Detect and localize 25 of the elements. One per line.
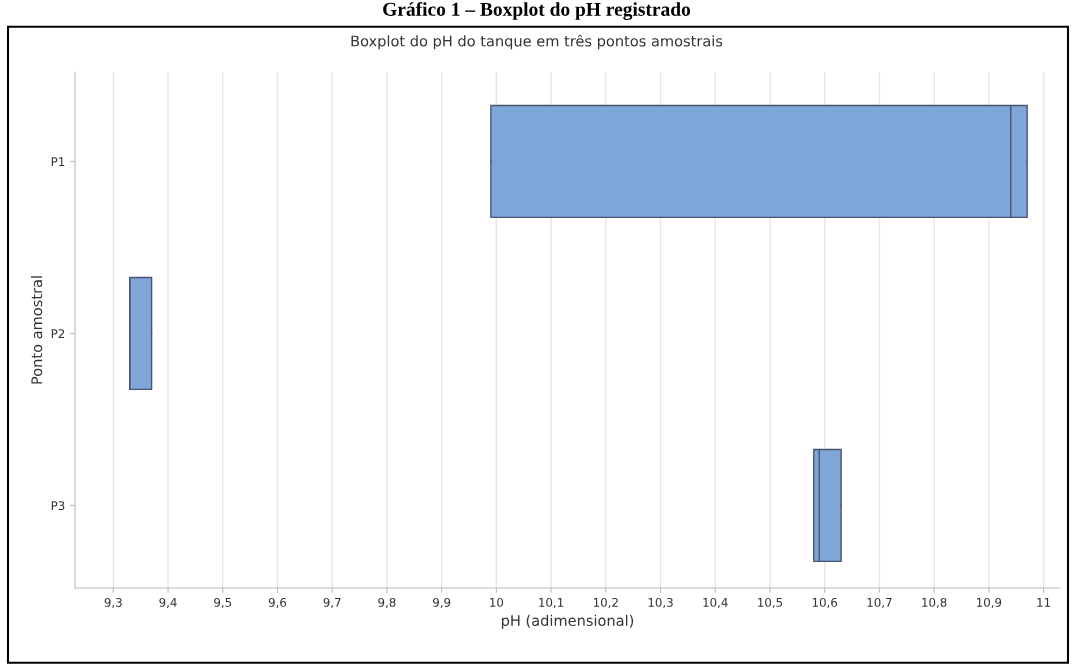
x-tick-label: 9,3 — [104, 597, 122, 609]
x-tick-label: 9,9 — [433, 597, 451, 609]
x-tick-label: 10,4 — [703, 597, 728, 609]
x-tick-label: 9,8 — [378, 597, 396, 609]
x-tick-label: 10,9 — [977, 597, 1002, 609]
x-tick-label: 11 — [1037, 598, 1050, 607]
y-tick-label: P3 — [51, 501, 65, 511]
y-tick-label: P2 — [51, 329, 65, 338]
x-tick-label: 10,3 — [648, 597, 673, 609]
chart-title: Gráfico 1 – Boxplot do pH registrado — [383, 2, 691, 20]
y-axis-title: Ponto amostral — [30, 276, 43, 384]
x-tick-label: 10,6 — [812, 597, 838, 609]
x-tick-label: 10,2 — [593, 597, 618, 609]
x-tick-label: 10,5 — [758, 597, 783, 609]
x-tick-label: 9,6 — [268, 597, 287, 609]
y-tick-label: P1 — [51, 157, 65, 166]
x-tick-label: 9,4 — [159, 597, 177, 609]
x-tick-label: 10 — [490, 597, 504, 607]
x-tick-label: 10,8 — [922, 597, 947, 609]
x-tick-label: 9,7 — [323, 597, 341, 609]
x-tick-label: 10,7 — [867, 597, 892, 609]
chart-subtitle: Boxplot do pH do tanque em três pontos amostrais — [351, 34, 723, 50]
x-tick-label: 10,1 — [539, 597, 564, 609]
x-tick-label: 9,5 — [214, 597, 232, 609]
x-axis-title: pH (adimensional) — [501, 614, 634, 629]
